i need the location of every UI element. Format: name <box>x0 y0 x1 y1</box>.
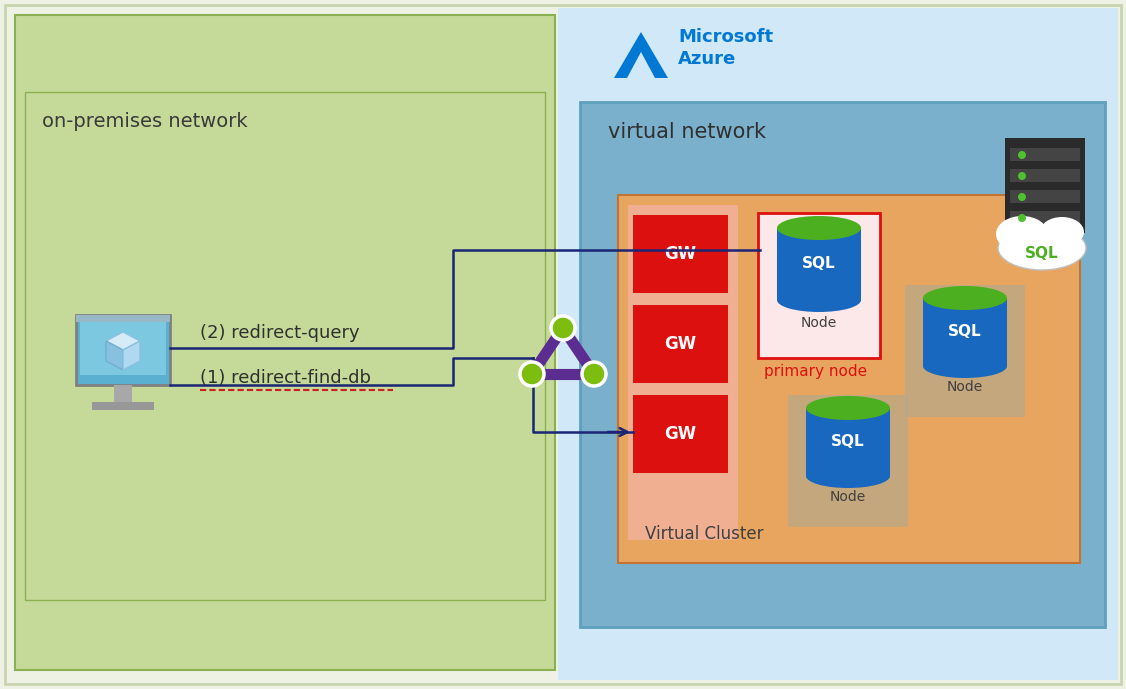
Circle shape <box>1018 214 1026 222</box>
Circle shape <box>1018 172 1026 180</box>
Text: Virtual Cluster: Virtual Cluster <box>645 525 763 543</box>
Text: GW: GW <box>664 335 697 353</box>
Polygon shape <box>627 52 655 78</box>
Circle shape <box>1018 151 1026 159</box>
Text: SQL: SQL <box>831 435 865 449</box>
Circle shape <box>582 362 606 386</box>
Ellipse shape <box>923 354 1007 378</box>
Text: SQL: SQL <box>948 325 982 340</box>
Text: Azure: Azure <box>678 50 736 68</box>
Polygon shape <box>106 332 140 350</box>
Ellipse shape <box>923 286 1007 310</box>
Polygon shape <box>614 32 668 78</box>
Text: virtual network: virtual network <box>608 122 766 142</box>
Bar <box>1010 169 1080 182</box>
Text: Node: Node <box>801 316 837 330</box>
Ellipse shape <box>1040 217 1084 247</box>
Bar <box>633 395 729 473</box>
Bar <box>75 315 170 322</box>
Bar <box>580 102 1105 627</box>
Bar <box>758 213 881 358</box>
Bar <box>618 195 1080 563</box>
Text: GW: GW <box>664 245 697 263</box>
Text: on-premises network: on-premises network <box>42 112 248 131</box>
Text: (2) redirect-query: (2) redirect-query <box>200 324 359 342</box>
Bar <box>1006 138 1085 233</box>
Bar <box>905 285 1025 417</box>
Bar <box>92 402 154 410</box>
Bar <box>80 319 166 375</box>
Bar <box>788 395 908 527</box>
Text: primary node: primary node <box>765 364 867 379</box>
Text: Node: Node <box>830 490 866 504</box>
Text: Node: Node <box>947 380 983 394</box>
Ellipse shape <box>777 288 861 312</box>
Ellipse shape <box>998 226 1085 270</box>
Bar <box>806 408 890 476</box>
Circle shape <box>551 316 575 340</box>
Bar <box>1010 148 1080 161</box>
Bar <box>75 315 170 385</box>
Bar <box>558 8 1118 680</box>
Circle shape <box>520 362 544 386</box>
Bar <box>628 205 738 540</box>
Bar <box>777 228 861 300</box>
Bar <box>25 92 545 600</box>
Bar <box>1010 211 1080 224</box>
Ellipse shape <box>777 216 861 240</box>
Bar <box>633 305 729 383</box>
Text: SQL: SQL <box>802 256 835 271</box>
Bar <box>923 298 1007 366</box>
Ellipse shape <box>806 396 890 420</box>
Polygon shape <box>123 341 140 370</box>
Text: GW: GW <box>664 425 697 443</box>
Circle shape <box>1018 193 1026 201</box>
Text: (1) redirect-find-db: (1) redirect-find-db <box>200 369 370 387</box>
Text: Microsoft: Microsoft <box>678 28 774 46</box>
Bar <box>15 15 555 670</box>
Bar <box>114 385 132 403</box>
Ellipse shape <box>806 464 890 488</box>
Text: SQL: SQL <box>1025 245 1058 260</box>
Bar <box>1010 190 1080 203</box>
Polygon shape <box>106 341 123 370</box>
Bar <box>633 215 729 293</box>
Ellipse shape <box>997 216 1048 252</box>
